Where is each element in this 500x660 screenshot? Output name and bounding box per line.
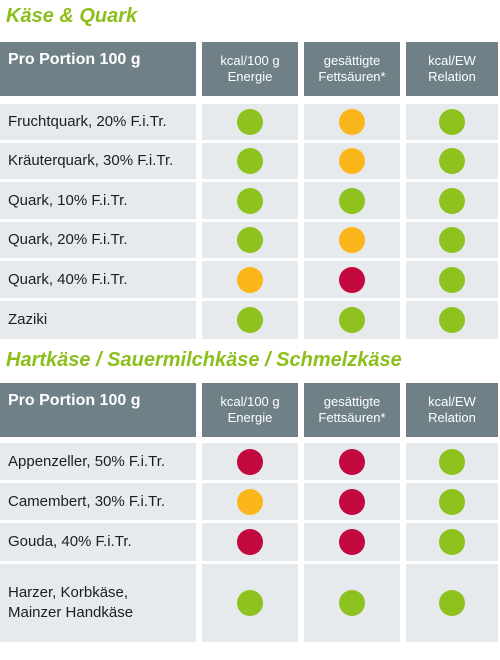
food-label: Zaziki <box>8 311 48 328</box>
food-label: Quark, 20% F.i.Tr. <box>8 231 128 248</box>
rating-dot-green <box>439 187 465 214</box>
food-label: Quark, 40% F.i.Tr. <box>8 270 128 288</box>
rating-dot-green <box>439 448 465 475</box>
column-header-label: kcal/100 g Energie <box>220 394 280 425</box>
rating-dot-green <box>237 148 263 174</box>
column-header: kcal/EW Relation <box>406 42 498 96</box>
row-label-cell <box>0 104 196 140</box>
rating-dot-orange <box>339 227 365 253</box>
column-header-label: kcal/EW Relation <box>428 53 476 84</box>
rating-dot-green <box>237 307 263 333</box>
food-label: Harzer, Korbkäse, Mainzer Handkäse <box>8 584 134 621</box>
row-label-cell <box>0 222 196 258</box>
row-label-cell <box>0 261 196 298</box>
column-header-label: Pro Portion 100 g <box>8 392 141 409</box>
row-label-cell <box>0 301 196 339</box>
column-header-portion: Pro Portion 100 g <box>0 383 196 437</box>
rating-dot-green <box>439 590 465 616</box>
column-header: gesättigte Fettsäuren* <box>304 42 400 96</box>
row-label-cell <box>0 523 196 561</box>
column-header-label: Pro Portion 100 g <box>8 51 141 68</box>
rating-dot-green <box>237 187 263 214</box>
row-label-cell <box>0 143 196 179</box>
rating-dot-orange <box>339 109 365 135</box>
column-header-label: kcal/100 g Energie <box>220 53 280 84</box>
rating-dot-green <box>339 590 365 616</box>
column-header: kcal/100 g Energie <box>202 383 298 437</box>
column-header-label: gesättigte Fettsäuren* <box>318 394 386 425</box>
rating-dot-green <box>237 227 263 253</box>
rating-dot-orange <box>339 148 365 174</box>
column-header: gesättigte Fettsäuren* <box>304 383 400 437</box>
rating-dot-green <box>439 266 465 293</box>
rating-dot-green <box>339 187 365 214</box>
row-label-cell <box>0 564 196 642</box>
food-label: Fruchtquark, 20% F.i.Tr. <box>8 113 167 130</box>
food-label: Appenzeller, 50% F.i.Tr. <box>8 452 166 470</box>
row-label-cell <box>0 182 196 219</box>
rating-dot-red <box>339 529 365 555</box>
rating-dot-orange <box>237 488 263 515</box>
rating-dot-green <box>439 488 465 515</box>
column-header-portion: Pro Portion 100 g <box>0 42 196 96</box>
rating-dot-orange <box>237 266 263 293</box>
rating-dot-green <box>237 590 263 616</box>
food-label: Gouda, 40% F.i.Tr. <box>8 533 132 550</box>
section-title: Käse & Quark <box>6 5 138 27</box>
rating-dot-green <box>237 109 263 135</box>
column-header-label: gesättigte Fettsäuren* <box>318 53 386 84</box>
column-header: kcal/100 g Energie <box>202 42 298 96</box>
column-header: kcal/EW Relation <box>406 383 498 437</box>
rating-dot-green <box>439 109 465 135</box>
row-label-cell <box>0 483 196 520</box>
rating-dot-green <box>439 307 465 333</box>
row-label-cell <box>0 443 196 480</box>
column-header-label: kcal/EW Relation <box>428 394 476 425</box>
rating-dot-red <box>237 448 263 475</box>
rating-dot-red <box>339 488 365 515</box>
rating-dot-green <box>439 529 465 555</box>
food-label: Camembert, 30% F.i.Tr. <box>8 492 165 510</box>
food-label: Quark, 10% F.i.Tr. <box>8 191 128 209</box>
section-title: Hartkäse / Sauermilchkäse / Schmelzkäse <box>6 349 402 371</box>
rating-dot-green <box>439 148 465 174</box>
rating-dot-red <box>339 266 365 293</box>
rating-dot-red <box>237 529 263 555</box>
rating-dot-green <box>439 227 465 253</box>
rating-dot-red <box>339 448 365 475</box>
rating-dot-green <box>339 307 365 333</box>
food-label: Kräuterquark, 30% F.i.Tr. <box>8 152 174 169</box>
